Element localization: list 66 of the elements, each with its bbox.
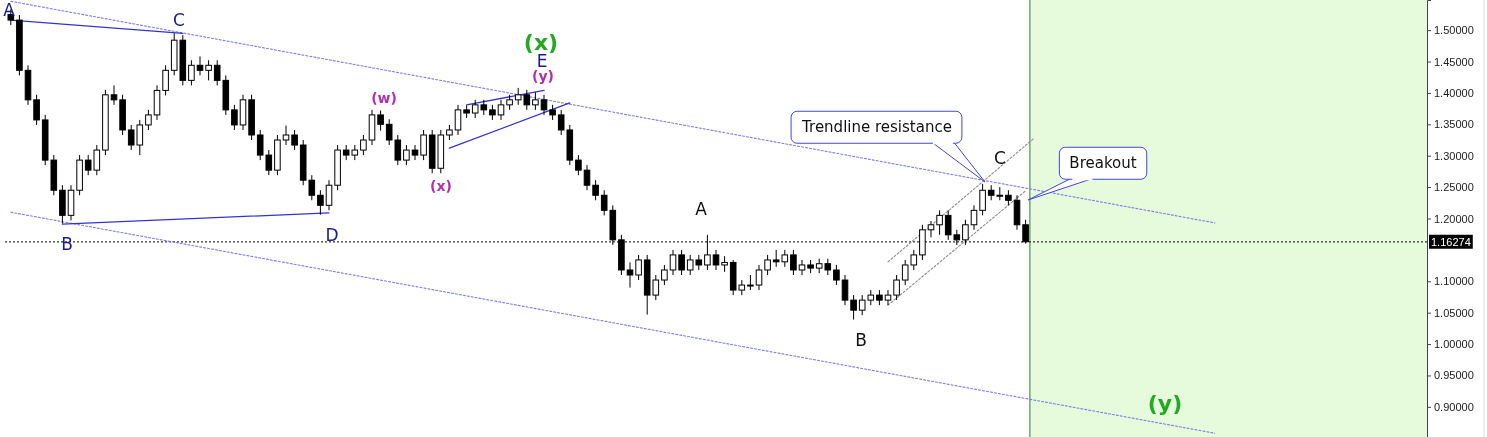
candlestick [790,249,797,276]
candlestick [411,144,419,161]
y-tick-label: 1.40000 [1434,86,1474,99]
y-tick-label: 1.25000 [1434,181,1474,194]
candlestick [575,154,582,176]
candlestick [420,129,427,161]
candlestick [927,220,935,238]
annotation: B [855,329,867,350]
y-tick-label: 0.95000 [1434,369,1474,382]
candlestick [592,179,599,201]
annotation: D [325,224,339,245]
candlestick [798,259,806,276]
candlestick [764,254,771,276]
candlestick [403,144,410,166]
candlestick [979,183,986,216]
candlestick [325,179,333,211]
candlestick [497,99,505,121]
candlestick [626,261,634,289]
candlestick [188,59,195,86]
annotation: Breakout [1069,154,1137,173]
candlestick [540,94,548,116]
candlestick [583,164,591,191]
candlestick [33,94,40,126]
candlestick [110,84,118,106]
y-tick-label: 1.10000 [1434,275,1474,288]
candlestick [282,125,290,146]
annotation: (y) [1147,390,1183,416]
candlestick [196,56,204,76]
candlestick [291,129,298,151]
annotation: A [3,0,16,20]
candlestick [712,249,720,271]
y-tick-label: 1.45000 [1434,55,1474,68]
annotation: B [61,233,73,254]
annotation: C [173,9,185,30]
candlestick [635,254,642,281]
candlestick [841,274,849,306]
annotation: Trendline resistance [801,118,952,137]
candlestick [162,64,169,96]
ref-line-label: 1.16274 [1431,235,1471,248]
candlestick [454,104,462,136]
candlestick [145,109,152,131]
candlestick [661,264,668,286]
candlestick [755,264,763,291]
y-tick-label: 1.05000 [1434,306,1474,319]
annotation: A [695,198,708,219]
annotation: C [994,147,1006,168]
y-tick-label: 1.35000 [1434,118,1474,131]
candlestick [360,134,367,156]
candlestick [678,249,685,276]
candlestick [936,209,943,236]
y-tick-label: 1.00000 [1434,338,1474,351]
candlestick [893,274,900,301]
candlestick [231,104,238,131]
y-tick-label: 1.20000 [1434,212,1474,225]
candlestick [669,249,677,276]
candlestick [850,294,857,321]
y-tick-label: 0.90000 [1434,400,1474,413]
candlestick [377,110,384,132]
y-tick-label: 1.50000 [1434,24,1474,37]
candlestick [833,264,840,286]
y-tick-label: 1.30000 [1434,149,1474,162]
candlestick [317,189,324,216]
annotation: (x) [430,177,452,194]
candlestick [205,59,212,81]
annotation: (w) [371,89,397,106]
candlestick [884,289,892,306]
